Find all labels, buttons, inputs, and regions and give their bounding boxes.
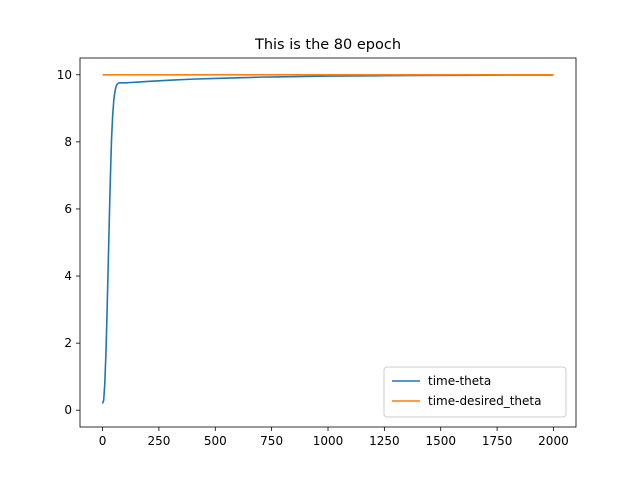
x-tick-label: 1250 [369,434,400,448]
y-tick-label: 2 [64,336,72,350]
x-tick-label: 1000 [313,434,344,448]
y-axis: 0 2 4 6 8 10 [57,68,80,417]
y-tick-label: 4 [64,269,72,283]
y-tick-label: 8 [64,135,72,149]
y-tick-label: 6 [64,202,72,216]
chart-title: This is the 80 epoch [254,37,401,53]
y-tick-label: 10 [57,68,72,82]
x-tick-label: 1500 [425,434,456,448]
x-tick-label: 500 [204,434,227,448]
x-tick-label: 2000 [538,434,569,448]
legend-box [383,366,567,418]
legend-label-1: time-desired_theta [428,394,541,408]
x-tick-label: 0 [99,434,107,448]
legend: time-theta time-desired_theta [383,366,567,418]
x-tick-label: 750 [260,434,283,448]
series-line-0 [101,74,554,404]
x-axis: 0 250 500 750 1000 1250 1500 1750 2000 [99,427,569,448]
legend-label-0: time-theta [428,374,491,388]
x-tick-label: 250 [147,434,170,448]
x-tick-label: 1750 [482,434,513,448]
plot-area [101,73,554,404]
y-tick-label: 0 [64,403,72,417]
